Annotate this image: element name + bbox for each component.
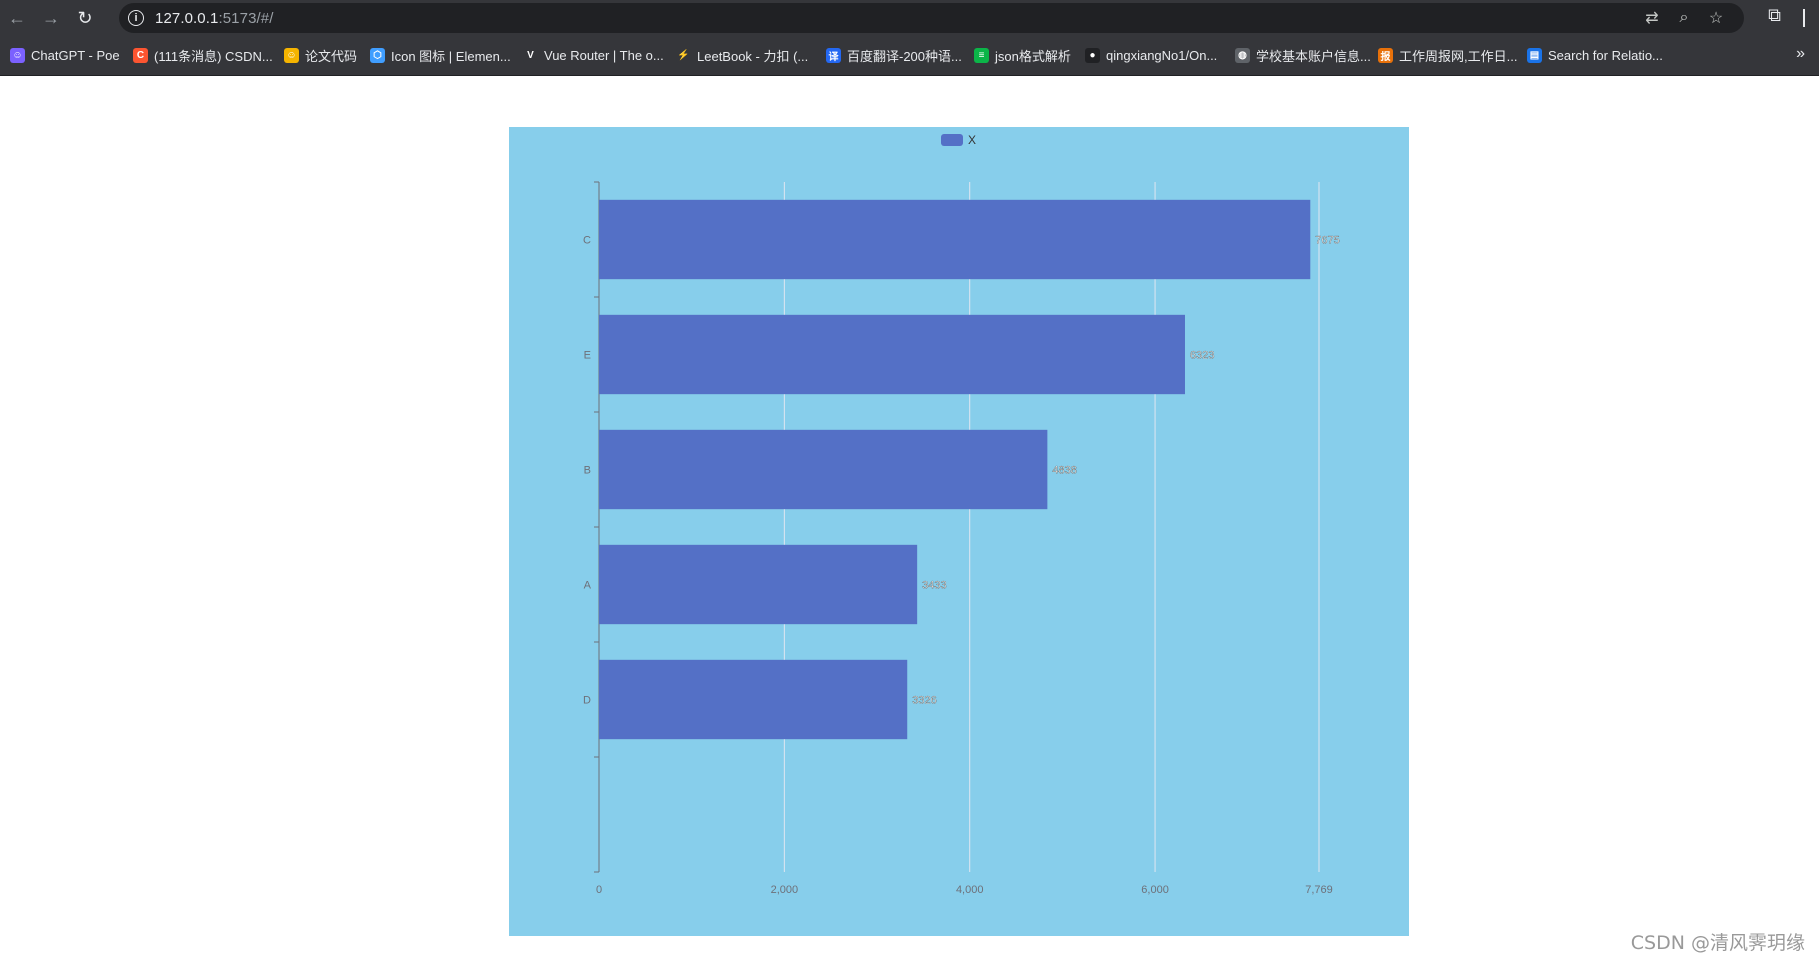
- back-arrow-icon[interactable]: ←: [8, 7, 26, 28]
- zoom-icon[interactable]: ⌕: [1679, 9, 1689, 26]
- json-icon: ≡: [974, 47, 989, 63]
- bookmark-item[interactable]: ▤ Search for Relatio...: [1527, 45, 1663, 65]
- bookmark-item[interactable]: 译百度翻译-200种语...: [826, 45, 962, 65]
- poe-icon: ☺: [10, 47, 25, 63]
- bookmark-label: qingxiangNo1/On...: [1106, 47, 1218, 63]
- bookmark-label: 论文代码: [305, 48, 358, 64]
- x-tick-label: 4,000: [956, 884, 984, 896]
- more-bookmarks-icon[interactable]: »: [1796, 45, 1805, 62]
- x-tick-label: 0: [596, 884, 602, 896]
- site-info-icon[interactable]: i: [128, 10, 144, 26]
- bar[interactable]: [599, 314, 1185, 395]
- bookmark-item[interactable]: ☺ 论文代码: [284, 45, 357, 65]
- data-label: 3433: [922, 580, 946, 592]
- leetcode-icon: ⚡: [676, 47, 691, 63]
- url-text[interactable]: 127.0.0.1:5173/#/: [155, 10, 273, 27]
- bookmark-item[interactable]: ⚡ LeetBook - 力扣 (...: [676, 45, 808, 65]
- y-tick-label: B: [584, 465, 591, 477]
- y-tick-label: A: [584, 580, 592, 592]
- data-label: 6323: [1190, 350, 1214, 362]
- bookmark-item[interactable]: C (111条消息) CSDN...: [133, 45, 273, 65]
- extensions-icon[interactable]: ⧉: [1768, 5, 1781, 25]
- profile-divider: [1803, 9, 1805, 27]
- x-tick-label: 6,000: [1141, 884, 1169, 896]
- bookmark-label: Vue Router | The o...: [544, 47, 664, 63]
- forward-arrow-icon[interactable]: →: [42, 7, 60, 28]
- report-icon: 报: [1378, 47, 1393, 63]
- bookmark-label: Search for Relatio...: [1548, 47, 1663, 63]
- search-page-icon: ▤: [1527, 47, 1542, 63]
- bookmark-star-icon[interactable]: ☆: [1708, 10, 1724, 27]
- baidu-translate-icon: 译: [826, 47, 841, 63]
- x-tick-label: 7,769: [1305, 884, 1333, 896]
- bookmark-item[interactable]: ⬡ Icon 图标 | Elemen...: [370, 45, 511, 65]
- element-icon: ⬡: [370, 47, 385, 63]
- smiley-icon: ☺: [284, 47, 299, 63]
- bar-chart: C 7675 E 6323 B 4838 A 3433 D 3326 0 2,000 4,000 6,00…: [583, 181, 1340, 896]
- x-tick-label: 2,000: [771, 884, 799, 896]
- bookmark-item[interactable]: ☺ ChatGPT - Poe: [10, 45, 120, 65]
- vue-icon: V: [523, 47, 538, 63]
- bookmark-item[interactable]: ● qingxiangNo1/On...: [1085, 45, 1217, 65]
- legend-item-x[interactable]: X: [941, 132, 976, 148]
- address-bar[interactable]: i 127.0.0.1:5173/#/ ⇄ ⌕ ☆: [119, 3, 1744, 33]
- chart-container: C 7675 E 6323 B 4838 A 3433 D 3326 0 2,000 4,000 6,00…: [509, 127, 1409, 936]
- bar[interactable]: [599, 429, 1048, 510]
- bookmark-label: json格式解析: [995, 48, 1071, 64]
- data-label: 3326: [912, 695, 936, 707]
- browser-toolbar: ← → ↻ i 127.0.0.1:5173/#/ ⇄ ⌕ ☆ ⧉: [0, 0, 1819, 36]
- translate-icon[interactable]: ⇄: [1645, 10, 1659, 27]
- y-tick-label: E: [584, 350, 591, 362]
- bookmark-label: 学校基本账户信息...: [1256, 48, 1371, 64]
- bookmark-item[interactable]: V Vue Router | The o...: [523, 45, 664, 65]
- bar[interactable]: [599, 659, 908, 740]
- legend-label: X: [968, 133, 977, 147]
- url-host: 127.0.0.1: [155, 9, 219, 27]
- y-tick-label: D: [583, 695, 591, 707]
- bookmarks-bar: » ☺ ChatGPT - Poe C (111条消息) CSDN... ☺ 论文代码 ⬡ I…: [0, 36, 1819, 76]
- bookmark-item[interactable]: ≡ json格式解析: [974, 45, 1071, 65]
- watermark: CSDN @清风霁玥缘: [1630, 932, 1805, 954]
- bookmark-label: Icon 图标 | Elemen...: [391, 48, 511, 64]
- bar[interactable]: [599, 544, 918, 625]
- reload-icon[interactable]: ↻: [77, 7, 93, 28]
- data-label: 7675: [1315, 235, 1339, 247]
- bar[interactable]: [599, 199, 1311, 280]
- legend-swatch: [941, 134, 963, 146]
- bookmark-label: ChatGPT - Poe: [31, 47, 120, 63]
- bookmark-label: (111条消息) CSDN...: [154, 48, 273, 64]
- y-tick-label: C: [583, 235, 591, 247]
- url-path: :5173/#/: [218, 9, 274, 27]
- globe-icon: ◍: [1235, 47, 1250, 63]
- bookmark-item[interactable]: ◍ 学校基本账户信息...: [1235, 45, 1371, 65]
- github-icon: ●: [1085, 47, 1100, 63]
- data-label: 4838: [1052, 465, 1076, 477]
- csdn-icon: C: [133, 47, 148, 63]
- bookmark-label: 百度翻译-200种语...: [847, 48, 962, 64]
- bookmark-item[interactable]: 报工作周报网,工作日...: [1378, 45, 1517, 65]
- bookmark-label: LeetBook - 力扣 (...: [697, 48, 809, 64]
- bookmark-label: 工作周报网,工作日...: [1399, 48, 1518, 64]
